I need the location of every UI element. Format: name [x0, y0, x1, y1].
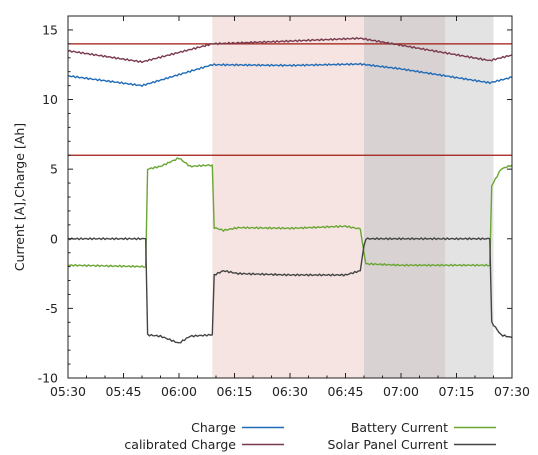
- x-tick-label: 07:00: [383, 384, 419, 399]
- series-line-calibrated-charge: [67, 36, 513, 64]
- y-tick-label: 5: [50, 162, 58, 177]
- y-tick-label: 15: [42, 22, 58, 37]
- x-tick-label: 07:15: [438, 384, 474, 399]
- x-tick-label: 06:15: [216, 384, 252, 399]
- legend-label: Battery Current: [351, 420, 448, 435]
- series-lines: [67, 36, 513, 344]
- x-tick-label: 07:30: [494, 384, 530, 399]
- legend-label: Solar Panel Current: [328, 437, 449, 452]
- y-tick-label: -10: [38, 371, 58, 386]
- series-line-charge: [67, 62, 513, 88]
- y-tick-label: 0: [50, 231, 58, 246]
- x-tick-label: 06:45: [327, 384, 363, 399]
- y-axis-title: Current [A],Charge [Ah]: [12, 123, 27, 271]
- series-line-battery-current: [67, 157, 513, 269]
- y-tick-label: -5: [46, 301, 58, 316]
- y-tick-label: 10: [42, 92, 58, 107]
- x-tick-label: 05:30: [50, 384, 86, 399]
- series-line-solar-panel-current: [67, 237, 513, 344]
- x-tick-label: 06:00: [161, 384, 197, 399]
- shaded-region-1: [212, 16, 364, 378]
- shaded-regions: [212, 16, 494, 378]
- legend: Charge calibrated Charge Battery Current So…: [124, 420, 496, 452]
- y-axis: -10 -5 0 5 10 15: [38, 15, 512, 386]
- reference-lines: [68, 43, 512, 156]
- x-tick-label: 06:30: [272, 384, 308, 399]
- shaded-region-2: [364, 16, 446, 378]
- x-tick-label: 05:45: [105, 384, 141, 399]
- legend-label: calibrated Charge: [124, 437, 236, 452]
- x-axis: 05:30 05:45 06:00 06:15 06:30 06:45 07:00 07:15…: [50, 16, 530, 399]
- shaded-region-3: [445, 16, 494, 378]
- legend-label: Charge: [191, 420, 236, 435]
